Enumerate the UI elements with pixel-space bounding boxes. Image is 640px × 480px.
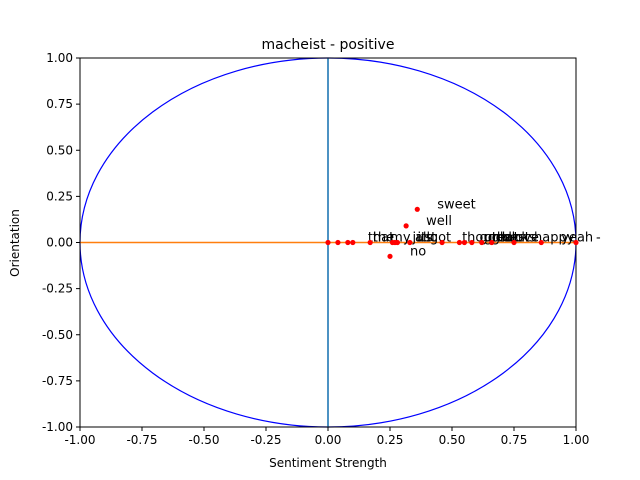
data-point	[345, 239, 351, 246]
point-label: that	[368, 231, 394, 246]
y-tick-label: 0.25	[46, 189, 73, 203]
point-label: just	[411, 231, 436, 246]
x-tick-label: 0.25	[377, 433, 404, 447]
data-point	[573, 239, 579, 246]
data-point	[489, 239, 495, 246]
point-label: good	[479, 231, 511, 246]
data-point	[367, 239, 373, 246]
y-tick-label: 0.50	[46, 143, 73, 157]
point-label: all	[415, 231, 430, 246]
point-label: no	[410, 244, 426, 259]
x-tick-label: 0.00	[315, 433, 342, 447]
y-tick-label: -0.50	[42, 328, 73, 342]
point-label: yeah	[561, 231, 593, 246]
data-point	[403, 223, 409, 229]
data-point	[394, 239, 401, 246]
data-point	[350, 239, 356, 246]
data-point	[325, 239, 331, 246]
point-label: got	[430, 231, 451, 246]
point-label: happy	[534, 231, 575, 246]
y-tick-label: 0.00	[46, 236, 73, 250]
point-label: -	[596, 231, 601, 246]
data-point	[414, 206, 420, 212]
data-point	[335, 239, 341, 246]
plot-area: -1.00 -0.75 -0.50 -0.25 0.00 0.25 0.50 0.75 1.00…	[42, 51, 601, 447]
data-point	[538, 239, 544, 246]
chart-title: macheist - positive	[262, 37, 395, 53]
point-label: love	[512, 231, 539, 246]
x-tick-label: 0.50	[439, 433, 466, 447]
data-point	[469, 239, 475, 246]
data-point	[407, 239, 413, 246]
point-label: well	[426, 214, 452, 229]
x-tick-label: 1.00	[563, 433, 590, 447]
y-tick-label: 0.75	[46, 97, 73, 111]
point-label: sweet	[437, 197, 476, 212]
y-tick-label: -1.00	[42, 420, 73, 434]
point-label: thanks	[492, 231, 536, 246]
y-tick-label: -0.75	[42, 374, 73, 388]
y-axis-label: Orientation	[8, 209, 22, 277]
data-point	[456, 239, 463, 246]
data-point	[479, 239, 485, 246]
data-point	[511, 239, 517, 246]
data-point	[387, 253, 393, 259]
point-label: best	[502, 231, 530, 246]
y-tick-label: 1.00	[46, 51, 73, 65]
x-tick-label: -1.00	[64, 433, 95, 447]
x-tick-label: 0.75	[501, 433, 528, 447]
x-axis-label: Sentiment Strength	[269, 456, 387, 470]
data-point	[461, 239, 467, 246]
x-tick-label: -0.75	[126, 433, 157, 447]
x-tick-label: -0.25	[250, 433, 281, 447]
data-point	[439, 239, 445, 246]
y-tick-label: -0.25	[42, 282, 73, 296]
point-label: its	[417, 231, 433, 246]
point-label: the	[373, 231, 394, 246]
x-tick-label: -0.50	[188, 433, 219, 447]
